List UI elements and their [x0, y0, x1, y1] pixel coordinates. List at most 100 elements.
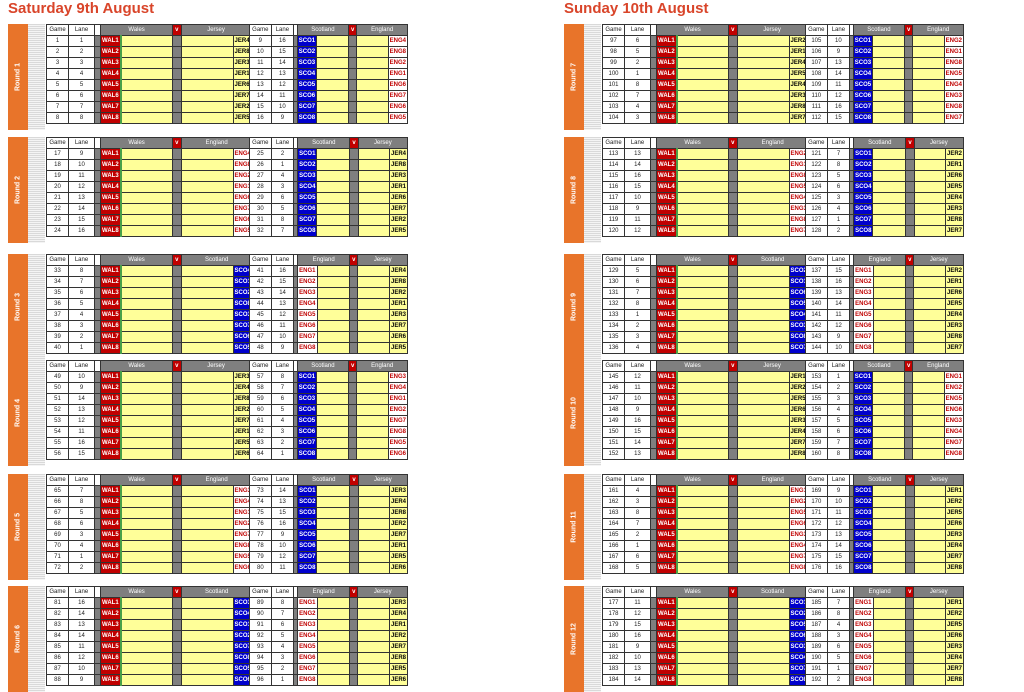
- home-score-cell[interactable]: [120, 159, 174, 171]
- away-score-cell[interactable]: [913, 540, 946, 552]
- home-score-cell[interactable]: [120, 674, 174, 686]
- away-score-cell[interactable]: [913, 287, 946, 299]
- home-score-cell[interactable]: [872, 619, 907, 631]
- home-score-cell[interactable]: [120, 404, 174, 416]
- home-score-cell[interactable]: [316, 225, 351, 237]
- home-score-cell[interactable]: [316, 404, 349, 416]
- away-score-cell[interactable]: [357, 652, 390, 664]
- away-score-cell[interactable]: [913, 214, 946, 226]
- home-score-cell[interactable]: [316, 641, 351, 653]
- away-score-cell[interactable]: [736, 203, 790, 215]
- away-score-cell[interactable]: [180, 652, 234, 664]
- away-score-cell[interactable]: [357, 507, 390, 519]
- away-score-cell[interactable]: [736, 214, 790, 226]
- home-score-cell[interactable]: [120, 485, 174, 497]
- home-score-cell[interactable]: [120, 608, 174, 620]
- away-score-cell[interactable]: [913, 181, 946, 193]
- home-score-cell[interactable]: [872, 112, 905, 124]
- home-score-cell[interactable]: [676, 663, 730, 675]
- home-score-cell[interactable]: [120, 641, 174, 653]
- home-score-cell[interactable]: [676, 112, 730, 124]
- away-score-cell[interactable]: [913, 265, 946, 277]
- away-score-cell[interactable]: [913, 652, 946, 664]
- home-score-cell[interactable]: [120, 276, 174, 288]
- home-score-cell[interactable]: [120, 320, 174, 332]
- away-score-cell[interactable]: [356, 68, 389, 80]
- home-score-cell[interactable]: [676, 159, 730, 171]
- away-score-cell[interactable]: [736, 90, 790, 102]
- home-score-cell[interactable]: [872, 426, 905, 438]
- home-score-cell[interactable]: [120, 529, 174, 541]
- away-score-cell[interactable]: [736, 597, 790, 609]
- home-score-cell[interactable]: [120, 415, 174, 427]
- home-score-cell[interactable]: [676, 287, 730, 299]
- away-score-cell[interactable]: [912, 79, 945, 91]
- away-score-cell[interactable]: [357, 597, 390, 609]
- home-score-cell[interactable]: [872, 371, 905, 383]
- away-score-cell[interactable]: [912, 112, 945, 124]
- home-score-cell[interactable]: [872, 608, 907, 620]
- home-score-cell[interactable]: [316, 382, 349, 394]
- home-score-cell[interactable]: [316, 68, 349, 80]
- home-score-cell[interactable]: [872, 192, 907, 204]
- home-score-cell[interactable]: [872, 597, 907, 609]
- away-score-cell[interactable]: [357, 181, 390, 193]
- away-score-cell[interactable]: [180, 101, 234, 113]
- away-score-cell[interactable]: [180, 496, 234, 508]
- away-score-cell[interactable]: [180, 641, 234, 653]
- away-score-cell[interactable]: [736, 57, 790, 69]
- home-score-cell[interactable]: [676, 181, 730, 193]
- away-score-cell[interactable]: [356, 415, 389, 427]
- home-score-cell[interactable]: [120, 214, 174, 226]
- home-score-cell[interactable]: [316, 192, 351, 204]
- home-score-cell[interactable]: [316, 298, 351, 310]
- away-score-cell[interactable]: [912, 57, 945, 69]
- away-score-cell[interactable]: [357, 641, 390, 653]
- home-score-cell[interactable]: [872, 46, 905, 58]
- away-score-cell[interactable]: [357, 159, 390, 171]
- home-score-cell[interactable]: [120, 518, 174, 530]
- home-score-cell[interactable]: [120, 619, 174, 631]
- home-score-cell[interactable]: [676, 148, 730, 160]
- away-score-cell[interactable]: [736, 79, 790, 91]
- home-score-cell[interactable]: [676, 79, 730, 91]
- away-score-cell[interactable]: [180, 415, 234, 427]
- away-score-cell[interactable]: [180, 309, 234, 321]
- away-score-cell[interactable]: [357, 203, 390, 215]
- away-score-cell[interactable]: [180, 79, 234, 91]
- away-score-cell[interactable]: [180, 448, 234, 460]
- home-score-cell[interactable]: [872, 331, 907, 343]
- away-score-cell[interactable]: [736, 225, 790, 237]
- away-score-cell[interactable]: [736, 518, 790, 530]
- home-score-cell[interactable]: [872, 79, 905, 91]
- home-score-cell[interactable]: [676, 225, 730, 237]
- home-score-cell[interactable]: [676, 170, 730, 182]
- away-score-cell[interactable]: [736, 540, 790, 552]
- home-score-cell[interactable]: [316, 485, 351, 497]
- home-score-cell[interactable]: [676, 630, 730, 642]
- home-score-cell[interactable]: [120, 342, 174, 354]
- away-score-cell[interactable]: [736, 663, 790, 675]
- home-score-cell[interactable]: [872, 663, 907, 675]
- home-score-cell[interactable]: [120, 551, 174, 563]
- home-score-cell[interactable]: [676, 404, 730, 416]
- home-score-cell[interactable]: [316, 518, 351, 530]
- away-score-cell[interactable]: [180, 203, 234, 215]
- home-score-cell[interactable]: [316, 287, 351, 299]
- home-score-cell[interactable]: [120, 170, 174, 182]
- away-score-cell[interactable]: [180, 507, 234, 519]
- home-score-cell[interactable]: [316, 608, 351, 620]
- home-score-cell[interactable]: [872, 57, 905, 69]
- home-score-cell[interactable]: [120, 562, 174, 574]
- away-score-cell[interactable]: [912, 404, 945, 416]
- home-score-cell[interactable]: [676, 529, 730, 541]
- home-score-cell[interactable]: [120, 652, 174, 664]
- home-score-cell[interactable]: [316, 214, 351, 226]
- away-score-cell[interactable]: [736, 393, 790, 405]
- home-score-cell[interactable]: [120, 181, 174, 193]
- away-score-cell[interactable]: [357, 608, 390, 620]
- home-score-cell[interactable]: [316, 415, 349, 427]
- home-score-cell[interactable]: [676, 415, 730, 427]
- home-score-cell[interactable]: [316, 148, 351, 160]
- away-score-cell[interactable]: [913, 674, 946, 686]
